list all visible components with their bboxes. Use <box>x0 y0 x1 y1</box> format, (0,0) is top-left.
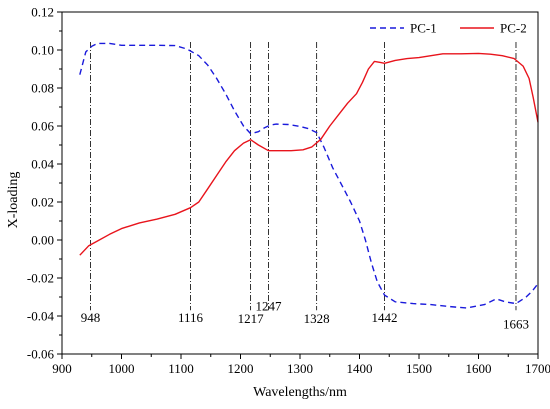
y-tick-label: -0.04 <box>27 309 55 324</box>
y-tick-label: 0.04 <box>31 157 54 172</box>
x-tick-label: 1200 <box>228 361 254 376</box>
x-tick-label: 1500 <box>406 361 432 376</box>
marker-label-1217: 1217 <box>238 311 265 326</box>
y-tick-label: 0.02 <box>31 195 54 210</box>
series-line-pc-1 <box>79 42 539 309</box>
marker-label-948: 948 <box>81 310 101 325</box>
x-tick-label: 1100 <box>168 361 194 376</box>
y-tick-label: 0.00 <box>31 233 54 248</box>
x-tick-label: 1700 <box>525 361 550 376</box>
series-line-pc-2 <box>79 52 539 256</box>
y-tick-label: 0.12 <box>31 5 54 20</box>
y-tick-label: 0.06 <box>31 119 54 134</box>
x-tick-label: 900 <box>52 361 72 376</box>
x-tick-label: 1600 <box>466 361 492 376</box>
marker-label-1247: 1247 <box>255 299 282 314</box>
marker-label-1116: 1116 <box>178 310 204 325</box>
y-tick-label: 0.08 <box>31 81 54 96</box>
ticks: 900 1000 1100 1200 1300 1400 1500 1600 1700 -0.06… <box>27 5 550 377</box>
x-tick-label: 1000 <box>109 361 135 376</box>
series-group <box>79 42 539 309</box>
marker-label-1328: 1328 <box>304 311 330 326</box>
legend-label-pc-1: PC-1 <box>410 21 437 36</box>
axes <box>61 11 539 355</box>
marker-label-1442: 1442 <box>371 310 397 325</box>
plot-frame <box>61 11 539 355</box>
x-tick-label: 1300 <box>287 361 313 376</box>
y-axis-title: X-loading <box>6 172 21 229</box>
y-tick-label: -0.02 <box>27 271 54 286</box>
x-axis-title: Wavelengths/nm <box>253 385 347 400</box>
marker-label-1663: 1663 <box>503 317 529 332</box>
legend-label-pc-2: PC-2 <box>500 21 527 36</box>
y-tick-label: -0.06 <box>27 347 55 362</box>
y-tick-label: 0.10 <box>31 43 54 58</box>
x-tick-label: 1400 <box>347 361 373 376</box>
legend: PC-1 PC-2 <box>370 21 527 36</box>
